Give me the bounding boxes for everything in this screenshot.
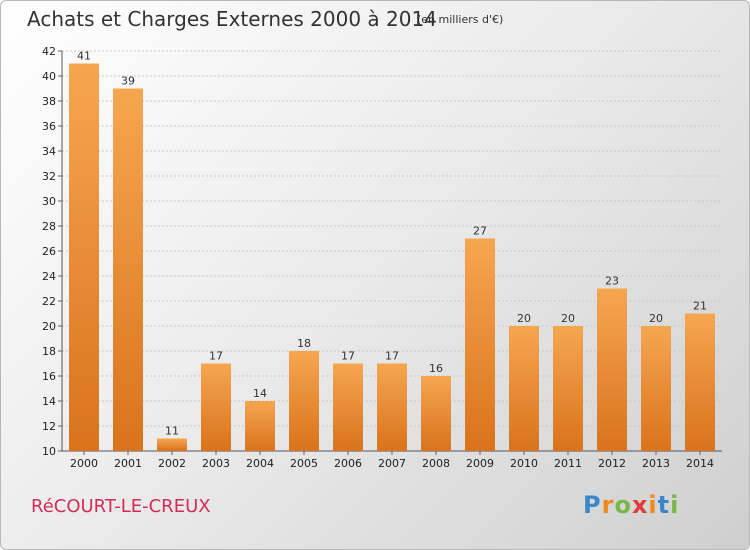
x-tick-label: 2003: [202, 457, 230, 470]
value-label: 20: [649, 312, 663, 325]
x-tick-label: 2006: [334, 457, 362, 470]
x-tick-label: 2001: [114, 457, 142, 470]
x-tick-label: 2000: [70, 457, 98, 470]
value-label: 17: [341, 350, 355, 363]
bar-2001: [113, 88, 143, 451]
value-label: 27: [473, 225, 487, 238]
y-tick-label: 28: [42, 220, 56, 233]
x-tick-label: 2005: [290, 457, 318, 470]
value-label: 23: [605, 275, 619, 288]
bar-2010: [509, 326, 539, 451]
value-label: 17: [385, 350, 399, 363]
value-label: 20: [517, 312, 531, 325]
x-tick-label: 2011: [554, 457, 582, 470]
x-tick-label: 2014: [686, 457, 714, 470]
y-tick-label: 40: [42, 70, 56, 83]
grid-lines: [62, 50, 722, 452]
bar-2004: [245, 401, 275, 451]
bar-2000: [69, 63, 99, 451]
y-tick-label: 12: [42, 420, 56, 433]
logo-letter: t: [657, 491, 671, 519]
bar-2007: [377, 363, 407, 451]
value-label: 21: [693, 300, 707, 313]
value-label: 17: [209, 350, 223, 363]
bar-2009: [465, 238, 495, 451]
bar-2013: [641, 326, 671, 451]
bar-2011: [553, 326, 583, 451]
value-label: 18: [297, 337, 311, 350]
x-tick-label: 2004: [246, 457, 274, 470]
logo-letter: P: [583, 491, 602, 519]
y-tick-label: 20: [42, 320, 56, 333]
y-tick-label: 22: [42, 295, 56, 308]
y-tick-label: 32: [42, 170, 56, 183]
y-tick-label: 38: [42, 95, 56, 108]
y-tick-label: 16: [42, 370, 56, 383]
proxiti-logo: Proxiti: [583, 491, 679, 519]
bar-2005: [289, 351, 319, 451]
value-label: 11: [165, 425, 179, 438]
y-tick-label: 14: [42, 395, 56, 408]
bar-2002: [157, 438, 187, 451]
y-tick-label: 26: [42, 245, 56, 258]
y-tick-label: 34: [42, 145, 56, 158]
logo-letter: r: [601, 491, 615, 519]
bar-2014: [685, 313, 715, 451]
x-tick-label: 2007: [378, 457, 406, 470]
y-tick-label: 10: [42, 445, 56, 458]
y-tick-label: 24: [42, 270, 56, 283]
value-label: 39: [121, 75, 135, 88]
value-label: 20: [561, 312, 575, 325]
bar-2006: [333, 363, 363, 451]
labels: 10 12 14 16 18 20 22 24 26 28 30 32 34 36 38 40 42 2000 41…: [42, 45, 714, 470]
bar-2003: [201, 363, 231, 451]
value-label: 14: [253, 387, 267, 400]
y-tick-label: 42: [42, 45, 56, 58]
chart-title: Achats et Charges Externes 2000 à 2014: [27, 7, 437, 31]
x-tick-label: 2013: [642, 457, 670, 470]
logo-letter: i: [648, 491, 658, 519]
value-label: 16: [429, 362, 443, 375]
x-tick-label: 2002: [158, 457, 186, 470]
x-tick-label: 2012: [598, 457, 626, 470]
y-tick-label: 36: [42, 120, 56, 133]
commune-name: RéCOURT-LE-CREUX: [31, 496, 211, 517]
logo-letter: i: [670, 491, 680, 519]
logo-letter: o: [614, 491, 632, 519]
bar-2008: [421, 376, 451, 451]
y-tick-label: 30: [42, 195, 56, 208]
y-tick-label: 18: [42, 345, 56, 358]
chart-unit: (en milliers d'€): [417, 13, 504, 26]
logo-letter: x: [631, 491, 649, 519]
bars: [69, 63, 715, 451]
x-tick-label: 2010: [510, 457, 538, 470]
value-label: 41: [77, 50, 91, 63]
x-tick-label: 2008: [422, 457, 450, 470]
x-tick-label: 2009: [466, 457, 494, 470]
bar-2012: [597, 288, 627, 451]
